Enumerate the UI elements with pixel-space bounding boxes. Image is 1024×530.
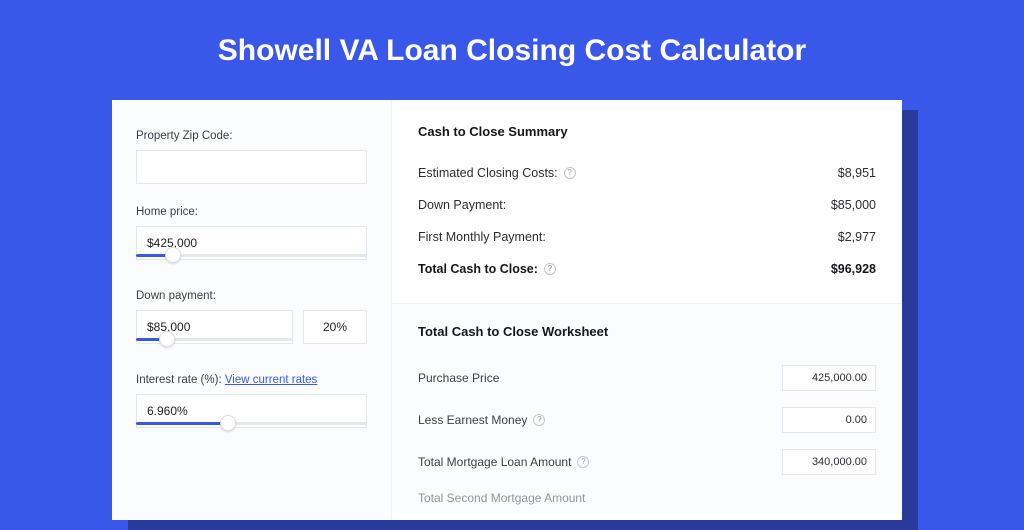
summary-heading: Cash to Close Summary (418, 124, 876, 139)
zip-label: Property Zip Code: (136, 130, 367, 142)
summary-row-label: First Monthly Payment: (418, 230, 546, 244)
slider-rest (228, 422, 367, 425)
worksheet-row-cutoff: Total Second Mortgage Amount (418, 483, 876, 513)
worksheet-row-label: Purchase Price (418, 371, 499, 385)
summary-row: Down Payment: $85,000 (418, 189, 876, 221)
slider-thumb[interactable] (220, 415, 236, 431)
worksheet-row: Purchase Price (418, 357, 876, 399)
slider-thumb[interactable] (165, 247, 181, 263)
home-price-slider[interactable] (136, 247, 367, 263)
interest-rate-slider[interactable] (136, 415, 367, 431)
summary-row-label: Estimated Closing Costs:? (418, 166, 576, 180)
summary-row: Total Cash to Close:? $96,928 (418, 253, 876, 285)
home-price-label: Home price: (136, 206, 367, 218)
interest-rate-field-group: Interest rate (%): View current rates (136, 374, 367, 428)
worksheet-row-label: Total Second Mortgage Amount (418, 491, 585, 505)
zip-field-group: Property Zip Code: (136, 130, 367, 184)
page-title: Showell VA Loan Closing Cost Calculator (0, 0, 1024, 94)
worksheet-row-label: Total Mortgage Loan Amount? (418, 455, 589, 469)
spacer (418, 285, 876, 303)
help-icon[interactable]: ? (577, 456, 589, 468)
summary-row-value: $96,928 (831, 262, 876, 276)
summary-row-label: Total Cash to Close:? (418, 262, 556, 276)
slider-rest (167, 338, 293, 341)
help-icon[interactable]: ? (533, 414, 545, 426)
calculator-card: Property Zip Code: Home price: Down paym… (112, 100, 902, 520)
zip-input[interactable] (136, 150, 367, 184)
slider-rest (173, 254, 367, 257)
inputs-panel: Property Zip Code: Home price: Down paym… (112, 100, 392, 520)
worksheet-row: Less Earnest Money? (418, 399, 876, 441)
summary-row-value: $8,951 (838, 166, 876, 180)
down-payment-field-group: Down payment: (136, 290, 367, 344)
summary-row-label: Down Payment: (418, 198, 506, 212)
interest-rate-label-text: Interest rate (%): (136, 374, 225, 386)
worksheet-value-input[interactable] (782, 365, 876, 391)
worksheet-list: Purchase Price Less Earnest Money? Total M… (418, 357, 876, 483)
down-payment-label: Down payment: (136, 290, 367, 302)
down-payment-pct-input[interactable] (303, 310, 367, 344)
home-price-field-group: Home price: (136, 206, 367, 260)
summary-row-value: $2,977 (838, 230, 876, 244)
worksheet-panel: Total Cash to Close Worksheet Purchase P… (392, 303, 902, 513)
view-rates-link[interactable]: View current rates (225, 374, 317, 386)
worksheet-value-input[interactable] (782, 407, 876, 433)
results-panel: Cash to Close Summary Estimated Closing … (392, 100, 902, 520)
slider-thumb[interactable] (159, 331, 175, 347)
help-icon[interactable]: ? (564, 167, 576, 179)
summary-list: Estimated Closing Costs:? $8,951 Down Paym… (418, 157, 876, 285)
slider-fill (136, 422, 228, 425)
summary-row: First Monthly Payment: $2,977 (418, 221, 876, 253)
worksheet-row-label: Less Earnest Money? (418, 413, 545, 427)
help-icon[interactable]: ? (544, 263, 556, 275)
worksheet-heading: Total Cash to Close Worksheet (418, 324, 876, 339)
down-payment-slider[interactable] (136, 331, 293, 347)
interest-rate-label: Interest rate (%): View current rates (136, 374, 367, 386)
worksheet-value-input[interactable] (782, 449, 876, 475)
worksheet-row: Total Mortgage Loan Amount? (418, 441, 876, 483)
summary-row-value: $85,000 (831, 198, 876, 212)
summary-row: Estimated Closing Costs:? $8,951 (418, 157, 876, 189)
